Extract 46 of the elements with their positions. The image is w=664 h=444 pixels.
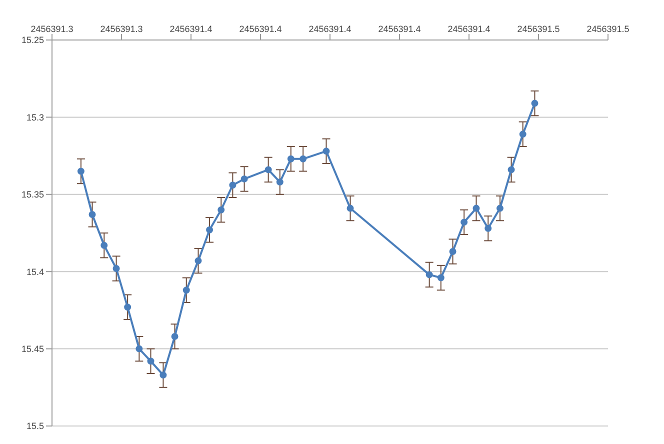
point — [218, 206, 225, 214]
point — [88, 210, 96, 218]
point — [449, 248, 456, 256]
point — [300, 155, 307, 162]
point — [229, 182, 236, 189]
point — [147, 358, 154, 365]
point — [206, 226, 214, 234]
point — [437, 274, 444, 282]
point — [264, 166, 272, 174]
point — [287, 155, 294, 162]
point — [160, 372, 167, 379]
y-tick-label: 15.45 — [21, 344, 44, 354]
point — [194, 257, 202, 264]
point — [346, 204, 354, 212]
x-tick-label: 2456391.4 — [170, 24, 212, 34]
point — [136, 345, 143, 352]
x-tick-label: 2456391.4 — [239, 24, 282, 34]
x-tick-label: 2456391.5 — [586, 24, 630, 34]
point — [426, 271, 433, 278]
x-tick-label: 2456391.3 — [30, 24, 74, 34]
x-tick-label: 2456391.3 — [100, 24, 143, 34]
point — [531, 100, 538, 107]
point — [112, 265, 120, 272]
point — [472, 204, 480, 212]
point — [77, 168, 84, 175]
y-tick-label: 15.35 — [21, 190, 44, 200]
point — [496, 204, 504, 212]
x-tick-label: 2456391.4 — [378, 24, 421, 34]
y-tick-label: 15.5 — [26, 421, 44, 432]
point — [171, 332, 178, 340]
point — [100, 242, 108, 249]
point — [124, 304, 132, 311]
point — [276, 178, 284, 186]
point — [519, 130, 526, 138]
y-tick-label: 15.25 — [21, 35, 44, 46]
point — [484, 224, 492, 232]
point — [322, 148, 330, 155]
x-tick-label: 2456391.4 — [308, 24, 352, 34]
point — [182, 286, 190, 294]
x-tick-label: 2456391.5 — [517, 24, 560, 34]
x-tick-label: 2456391.4 — [448, 24, 490, 34]
point — [240, 175, 248, 182]
y-tick-label: 15.3 — [26, 112, 44, 122]
point — [460, 218, 468, 226]
point — [508, 166, 515, 174]
y-tick-label: 15.4 — [26, 266, 44, 277]
